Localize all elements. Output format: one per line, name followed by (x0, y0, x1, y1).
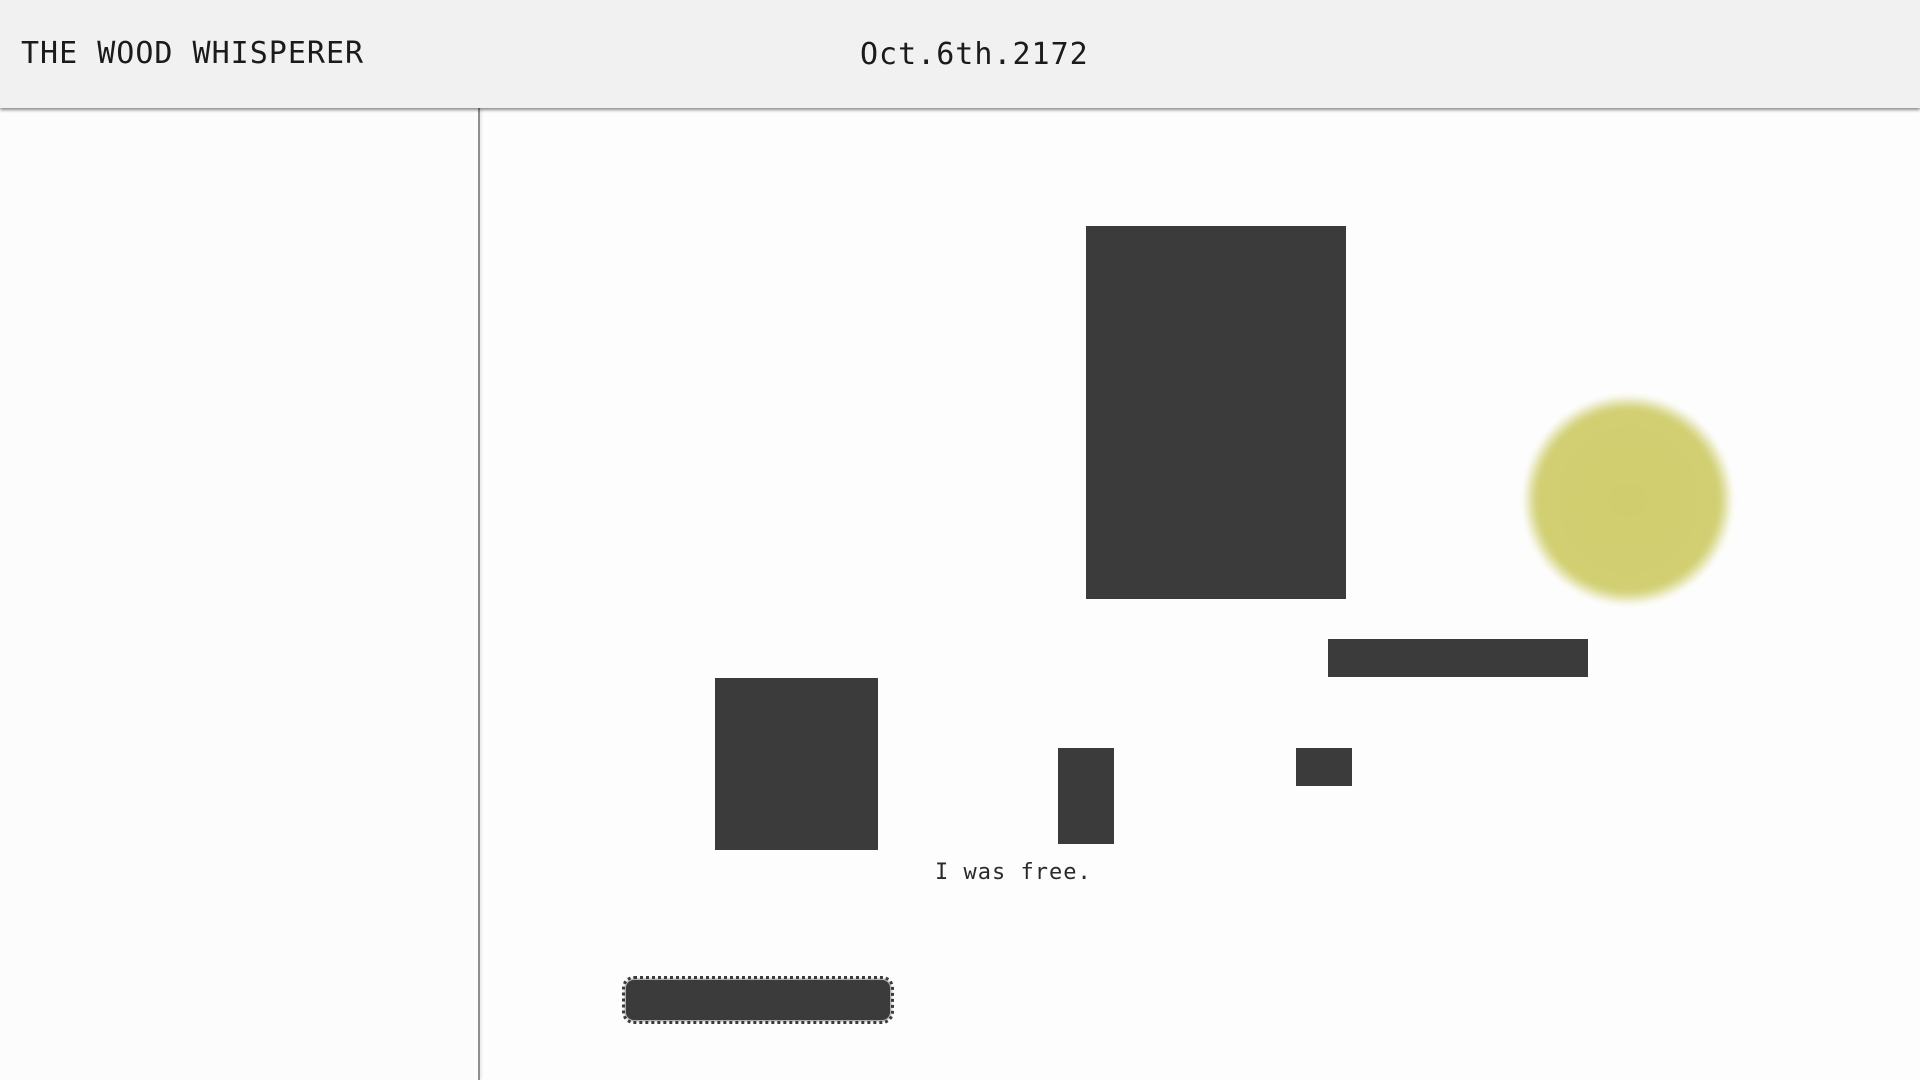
horizontal-bar-block (1328, 639, 1588, 677)
game-title: THE WOOD WHISPERER (21, 36, 365, 71)
story-caption: I was free. (935, 860, 1092, 885)
game-stage[interactable]: I was free. (480, 108, 1920, 1080)
yellow-orb (1524, 396, 1732, 604)
tall-block (1086, 226, 1346, 599)
player-platform[interactable] (622, 976, 894, 1024)
small-block (1296, 748, 1352, 786)
side-panel (0, 108, 480, 1080)
top-header: THE WOOD WHISPERER Oct.6th.2172 (0, 0, 1920, 108)
post-block (1058, 748, 1114, 844)
square-block (715, 678, 878, 850)
game-date: Oct.6th.2172 (860, 37, 1089, 72)
